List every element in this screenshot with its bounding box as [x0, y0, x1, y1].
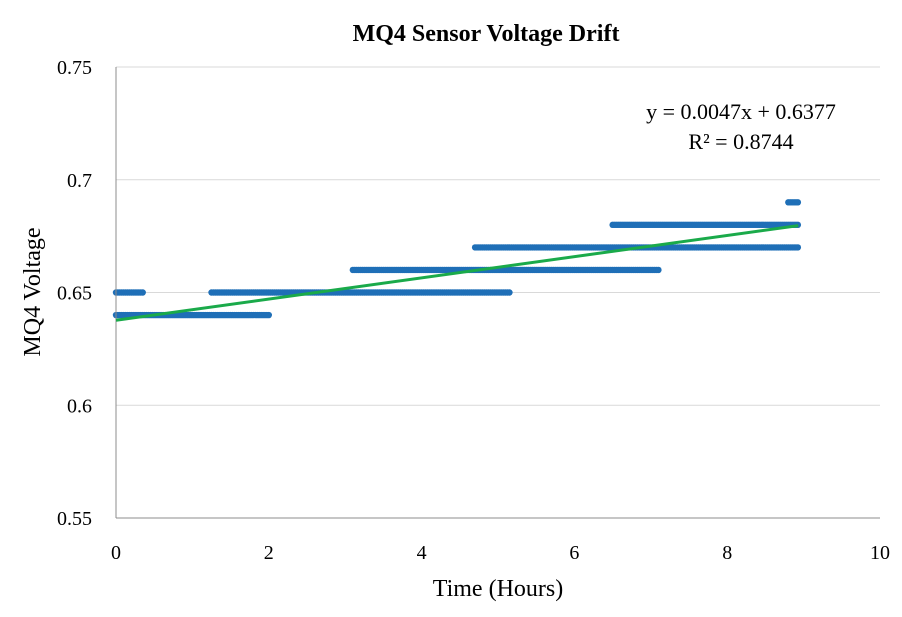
x-tick-label: 6 — [569, 542, 579, 564]
trendline-equation: y = 0.0047x + 0.6377 — [646, 99, 836, 124]
trendline — [115, 224, 799, 322]
x-tick-label: 10 — [870, 542, 890, 564]
x-tick-label: 4 — [417, 542, 427, 564]
y-tick-label: 0.75 — [57, 57, 92, 79]
data-point — [139, 289, 146, 296]
y-tick-labels: 0.55 0.6 0.65 0.7 0.75 — [57, 57, 92, 530]
x-tick-label: 8 — [722, 542, 732, 564]
data-point — [265, 311, 272, 319]
y-tick-label: 0.7 — [67, 170, 92, 192]
data-point — [794, 244, 802, 251]
data-point — [794, 199, 802, 206]
y-tick-label: 0.55 — [57, 508, 92, 530]
y-axis-label: MQ4 Voltage — [20, 227, 46, 356]
x-axis-label: Time (Hours) — [433, 576, 563, 602]
data-point — [655, 266, 662, 274]
x-tick-label: 0 — [111, 542, 121, 564]
y-tick-label: 0.65 — [57, 283, 92, 305]
x-tick-labels: 0 2 4 6 8 10 — [111, 542, 890, 564]
chart-title: MQ4 Sensor Voltage Drift — [353, 21, 620, 47]
r-squared-label: R² = 0.8744 — [688, 129, 793, 154]
data-points — [112, 199, 802, 319]
y-tick-label: 0.6 — [67, 395, 92, 417]
x-tick-label: 2 — [264, 542, 274, 564]
data-point — [506, 289, 513, 296]
